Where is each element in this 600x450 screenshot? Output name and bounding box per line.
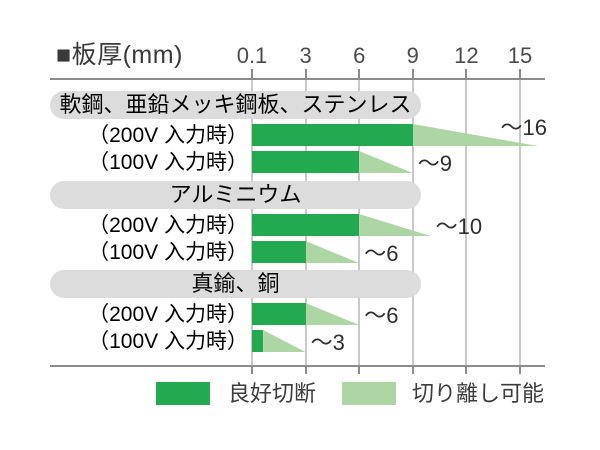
axis-tick-mark-bottom [465, 367, 468, 374]
good-cut-bar [252, 303, 306, 325]
axis-tick-label: 12 [454, 43, 479, 68]
axis-tick-label: 3 [299, 43, 312, 68]
legend-swatch-good-cut [156, 382, 210, 405]
good-cut-bar [252, 151, 360, 173]
axis-tick-label: 0.1 [236, 43, 268, 68]
axis-tick-mark-top [251, 69, 253, 78]
good-cut-bar [252, 241, 306, 263]
axis-tick-label: 15 [507, 43, 533, 68]
max-thickness-label: ～3 [310, 330, 345, 355]
axis-line-top [50, 78, 545, 80]
axis-gridline [465, 78, 468, 365]
axis-tick-label: 9 [406, 43, 419, 68]
axis-line-bottom [50, 365, 545, 367]
axis-gridline [519, 78, 521, 365]
good-cut-bar [252, 330, 264, 352]
legend-label-severable: 切り離し可能 [412, 381, 545, 406]
axis-tick-mark-bottom [304, 367, 307, 374]
max-thickness-label: ～6 [364, 241, 399, 266]
sever-cut-triangle [359, 214, 431, 236]
axis-tick-mark-top [358, 69, 361, 78]
sever-cut-triangle [263, 330, 306, 352]
axis-tick-mark-top [465, 69, 468, 78]
axis-tick-mark-top [411, 69, 414, 78]
legend-swatch-severable [342, 382, 396, 405]
good-cut-bar [252, 214, 360, 236]
good-cut-bar [252, 124, 413, 146]
material-pill: アルミニウム [50, 181, 421, 209]
max-thickness-label: ～16 [500, 115, 547, 140]
voltage-row-label: （200V 入力時） [88, 124, 248, 147]
axis-tick-mark-bottom [411, 367, 414, 374]
max-thickness-label: ～9 [417, 151, 453, 176]
sever-cut-triangle [305, 303, 360, 325]
axis-tick-mark-top [304, 69, 307, 78]
material-pill: 軟鋼、亜鉛メッキ鋼板、ステンレス [50, 91, 421, 119]
legend-label-good-cut: 良好切断 [228, 381, 317, 406]
voltage-row-label: （100V 入力時） [88, 241, 248, 264]
sever-cut-triangle [359, 151, 413, 173]
axis-tick-mark-bottom [519, 367, 521, 374]
voltage-row-label: （100V 入力時） [88, 330, 248, 353]
chart-title: ■板厚(mm) [56, 41, 183, 69]
axis-tick-mark-bottom [251, 367, 253, 374]
voltage-row-label: （100V 入力時） [88, 151, 248, 174]
axis-tick-label: 6 [353, 43, 366, 68]
material-pill: 真鍮、銅 [50, 270, 421, 298]
voltage-row-label: （200V 入力時） [88, 303, 248, 326]
max-thickness-label: ～6 [364, 303, 399, 328]
max-thickness-label: ～10 [435, 214, 483, 239]
axis-tick-mark-bottom [358, 367, 361, 374]
axis-tick-mark-top [519, 69, 521, 78]
axis-gridline [411, 78, 414, 365]
voltage-row-label: （200V 入力時） [88, 214, 248, 237]
sever-cut-triangle [305, 241, 360, 263]
